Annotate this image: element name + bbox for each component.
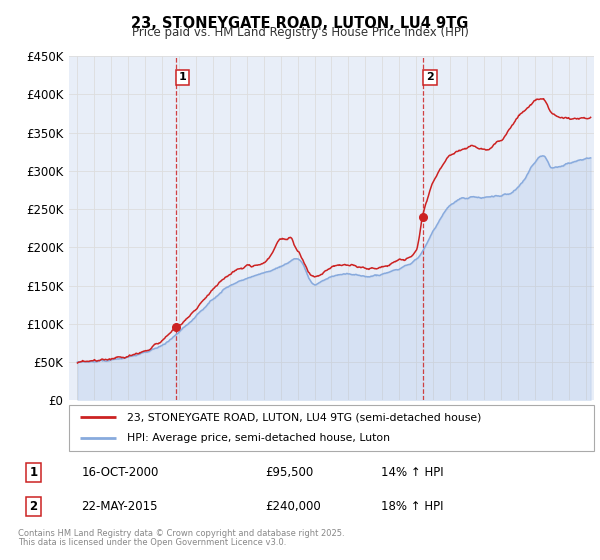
Text: This data is licensed under the Open Government Licence v3.0.: This data is licensed under the Open Gov… [18,538,286,547]
Text: 1: 1 [29,466,38,479]
Text: 22-MAY-2015: 22-MAY-2015 [82,500,158,513]
Text: 2: 2 [426,72,434,82]
Text: £95,500: £95,500 [266,466,314,479]
FancyBboxPatch shape [69,405,594,451]
Text: £240,000: £240,000 [266,500,322,513]
Text: HPI: Average price, semi-detached house, Luton: HPI: Average price, semi-detached house,… [127,433,390,444]
Text: 1: 1 [179,72,187,82]
Text: 14% ↑ HPI: 14% ↑ HPI [381,466,443,479]
Text: 18% ↑ HPI: 18% ↑ HPI [381,500,443,513]
Text: Price paid vs. HM Land Registry's House Price Index (HPI): Price paid vs. HM Land Registry's House … [131,26,469,39]
Text: 2: 2 [29,500,38,513]
Text: 23, STONEYGATE ROAD, LUTON, LU4 9TG: 23, STONEYGATE ROAD, LUTON, LU4 9TG [131,16,469,31]
Text: Contains HM Land Registry data © Crown copyright and database right 2025.: Contains HM Land Registry data © Crown c… [18,529,344,538]
Text: 23, STONEYGATE ROAD, LUTON, LU4 9TG (semi-detached house): 23, STONEYGATE ROAD, LUTON, LU4 9TG (sem… [127,412,481,422]
Text: 16-OCT-2000: 16-OCT-2000 [82,466,159,479]
